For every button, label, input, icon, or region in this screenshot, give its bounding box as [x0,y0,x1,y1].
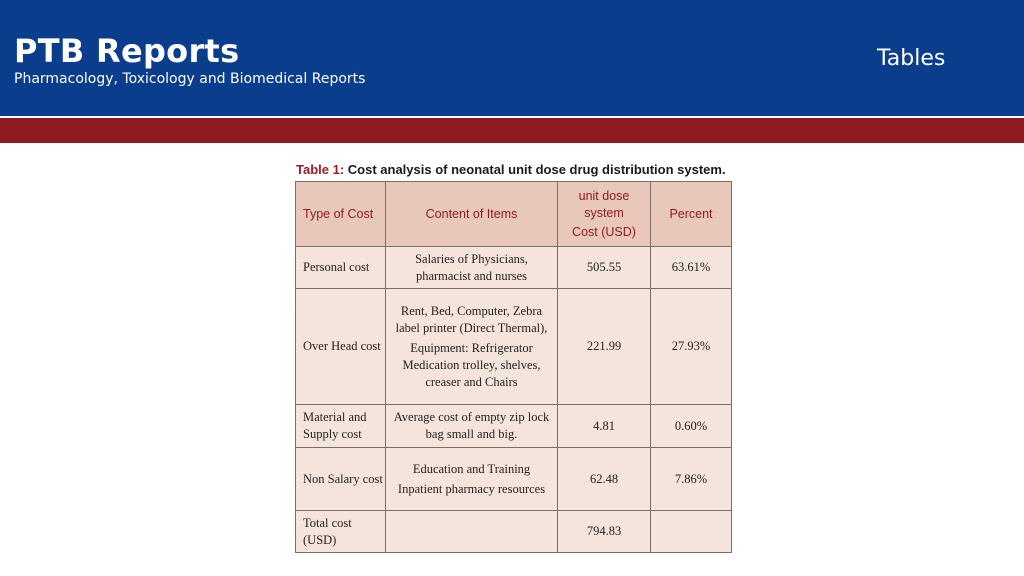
cell-type: Material and Supply cost [295,404,386,448]
cell-content: Average cost of empty zip lock bag small… [385,404,558,448]
cell-content-text: Rent, Bed, Computer, Zebra label printer… [395,303,548,335]
cell-type: Total cost (USD) [295,510,386,553]
col-header-unit-line1: unit dose [578,188,630,203]
cell-cost: 794.83 [557,510,651,553]
cell-content [385,510,558,553]
cell-percent: 63.61% [650,246,732,289]
cell-cost: 221.99 [557,288,651,405]
table-header-row: Type of Cost Content of Items unit dose … [295,181,732,247]
table-caption-label: Table 1: [296,162,345,177]
cell-content-text: Education and Training [412,461,531,476]
cell-percent: 7.86% [650,447,732,511]
cell-content-text: Inpatient pharmacy resources [397,481,546,496]
cell-content-text: Salaries of Physicians, pharmacist and n… [415,251,528,283]
table-row: Personal cost Salaries of Physicians, ph… [295,246,732,289]
cell-type: Over Head cost [295,288,386,405]
col-header-unit-cost: unit dose system Cost (USD) [557,181,651,247]
cell-percent: 27.93% [650,288,732,405]
site-header: PTB Reports Pharmacology, Toxicology and… [0,0,1024,116]
cell-type: Personal cost [295,246,386,289]
table-caption: Table 1: Cost analysis of neonatal unit … [296,162,726,177]
cell-content: Education and Training Inpatient pharmac… [385,447,558,511]
table-caption-text: Cost analysis of neonatal unit dose drug… [344,162,726,177]
cell-cost: 4.81 [557,404,651,448]
brand-subtitle: Pharmacology, Toxicology and Biomedical … [14,71,366,87]
col-header-unit-line2: system [584,205,624,220]
cell-content: Rent, Bed, Computer, Zebra label printer… [385,288,558,405]
cell-content: Salaries of Physicians, pharmacist and n… [385,246,558,289]
cell-cost: 62.48 [557,447,651,511]
col-header-type: Type of Cost [295,181,386,247]
cost-table: Type of Cost Content of Items unit dose … [295,181,732,553]
table-row: Over Head cost Rent, Bed, Computer, Zebr… [295,288,732,405]
brand-title: PTB Reports [14,32,240,70]
col-header-percent: Percent [650,181,732,247]
col-header-content: Content of Items [385,181,558,247]
table-row: Non Salary cost Education and Training I… [295,447,732,511]
col-header-unit-line3: Cost (USD) [572,224,636,239]
cell-content-text: Average cost of empty zip lock bag small… [393,410,550,441]
table-row: Material and Supply cost Average cost of… [295,404,732,448]
table-row-total: Total cost (USD) 794.83 [295,510,732,553]
accent-band [0,118,1024,143]
cell-cost: 505.55 [557,246,651,289]
cell-type: Non Salary cost [295,447,386,511]
cell-content-text: Equipment: Refrigerator Medication troll… [402,340,541,389]
cell-percent [650,510,732,553]
cell-percent: 0.60% [650,404,732,448]
section-title: Tables [877,46,946,71]
